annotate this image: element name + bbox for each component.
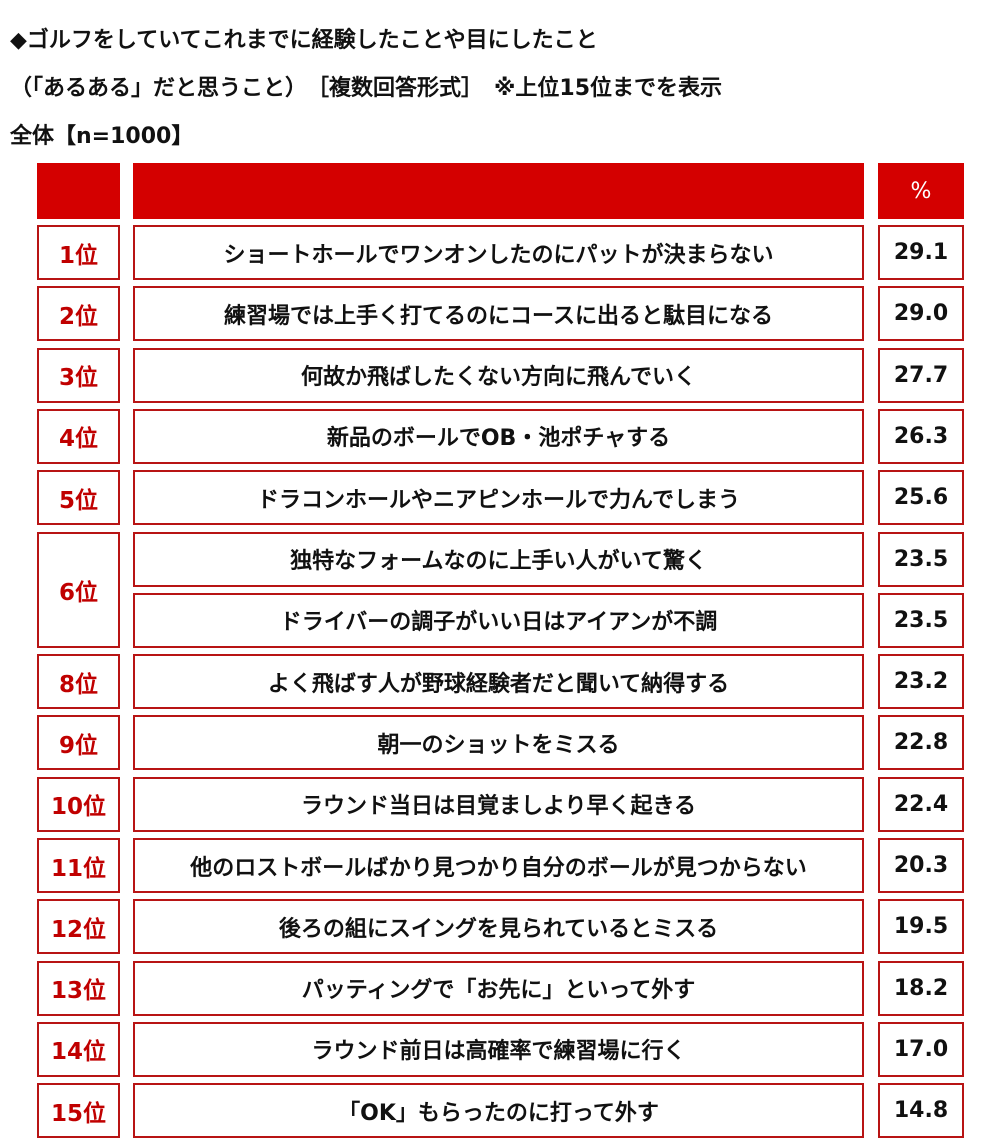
item-cell: よく飛ばす人が野球経験者だと聞いて納得する <box>133 654 864 710</box>
title-line-1: ◆ゴルフをしていてこれまでに経験したことや目にしたこと <box>10 28 598 53</box>
rank-cell: 1位 <box>37 225 120 280</box>
item-cell: 後ろの組にスイングを見られているとミスる <box>133 899 864 955</box>
header-item <box>133 163 864 219</box>
item-cell: 練習場では上手く打てるのにコースに出ると駄目になる <box>133 286 864 342</box>
percent-cell: 14.8 <box>878 1083 964 1138</box>
item-cell: 「OK」もらったのに打って外す <box>133 1083 864 1138</box>
header-percent: % <box>878 163 964 219</box>
item-cell: ドライバーの調子がいい日はアイアンが不調 <box>133 592 864 648</box>
percent-cell: 19.5 <box>878 899 964 955</box>
item-cell: ドラコンホールやニアピンホールで力んでしまう <box>133 470 864 526</box>
rank-cell: 4位 <box>37 408 120 464</box>
percent-cell: 22.4 <box>878 776 964 832</box>
rank-cell: 14位 <box>37 1021 120 1077</box>
rank-cell: 6位 <box>37 531 120 648</box>
rank-cell: 5位 <box>37 470 120 526</box>
rank-cell: 3位 <box>37 347 120 403</box>
percent-cell: 29.1 <box>878 225 964 280</box>
percent-cell: 17.0 <box>878 1021 964 1077</box>
percent-cell: 22.8 <box>878 715 964 771</box>
rank-cell: 9位 <box>37 715 120 771</box>
item-cell: パッティングで「お先に」といって外す <box>133 960 864 1016</box>
sample-size: 全体【n=1000】 <box>10 124 194 149</box>
percent-cell: 23.5 <box>878 531 964 587</box>
percent-cell: 29.0 <box>878 286 964 342</box>
item-cell: ラウンド当日は目覚ましより早く起きる <box>133 776 864 832</box>
rank-cell: 12位 <box>37 899 120 955</box>
item-cell: 他のロストボールばかり見つかり自分のボールが見つからない <box>133 838 864 893</box>
rank-cell: 15位 <box>37 1083 120 1138</box>
percent-cell: 27.7 <box>878 347 964 403</box>
rank-cell: 2位 <box>37 286 120 342</box>
item-cell: 何故か飛ばしたくない方向に飛んでいく <box>133 347 864 403</box>
percent-cell: 23.5 <box>878 592 964 648</box>
item-cell: 新品のボールでOB・池ポチャする <box>133 408 864 464</box>
item-cell: ショートホールでワンオンしたのにパットが決まらない <box>133 225 864 280</box>
percent-cell: 25.6 <box>878 470 964 526</box>
rank-cell: 13位 <box>37 960 120 1016</box>
title-line-2: （「あるある」だと思うこと） ［複数回答形式］ ※上位15位までを表示 <box>10 76 723 101</box>
header-rank <box>37 163 120 219</box>
item-cell: 朝一のショットをミスる <box>133 715 864 771</box>
percent-cell: 20.3 <box>878 838 964 893</box>
rank-cell: 11位 <box>37 838 120 893</box>
percent-cell: 26.3 <box>878 408 964 464</box>
item-cell: ラウンド前日は高確率で練習場に行く <box>133 1021 864 1077</box>
rank-cell: 8位 <box>37 654 120 710</box>
rank-cell: 10位 <box>37 776 120 832</box>
percent-cell: 23.2 <box>878 654 964 710</box>
item-cell: 独特なフォームなのに上手い人がいて驚く <box>133 531 864 587</box>
percent-cell: 18.2 <box>878 960 964 1016</box>
